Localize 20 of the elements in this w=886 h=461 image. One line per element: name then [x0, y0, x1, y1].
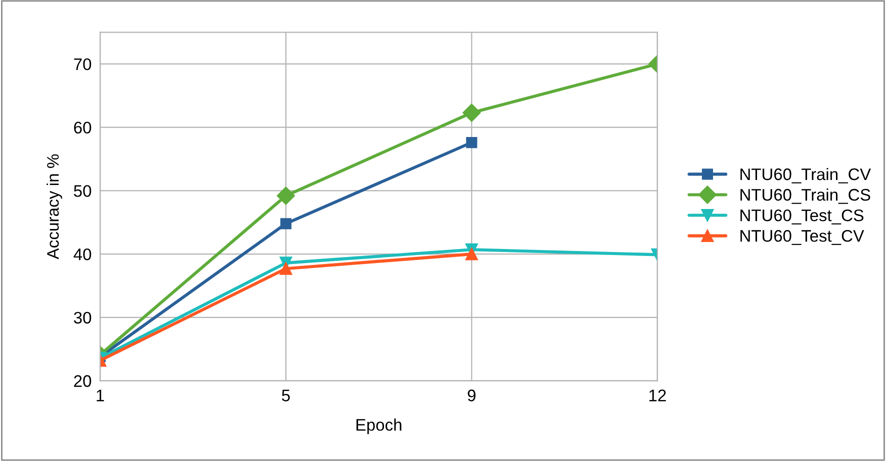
legend-label: NTU60_Train_CV: [740, 168, 871, 184]
point: [280, 218, 292, 230]
y-tick-label: 30: [74, 312, 92, 324]
point: [280, 262, 292, 275]
x-tick-label: 12: [649, 390, 666, 402]
point: [465, 248, 478, 260]
y-tick-label: 50: [74, 185, 92, 197]
legend-label: NTU60_Test_CV: [740, 230, 864, 245]
y-tick-label: 20: [74, 375, 92, 387]
x-tick-label: 5: [282, 390, 290, 402]
y-axis-title: Accuracy in %: [46, 154, 62, 260]
x-tick-label: 1: [96, 390, 104, 402]
y-tick-label: 70: [74, 58, 92, 70]
y-tick-label: 60: [74, 122, 92, 134]
x-axis-title: Epoch: [356, 418, 402, 434]
y-tick-label: 40: [74, 248, 92, 260]
legend-label: NTU60_Test_CS: [740, 209, 864, 224]
x-tick-label: 9: [468, 390, 476, 402]
legend-label: NTU60_Train_CS: [740, 188, 870, 204]
point: [466, 136, 478, 148]
